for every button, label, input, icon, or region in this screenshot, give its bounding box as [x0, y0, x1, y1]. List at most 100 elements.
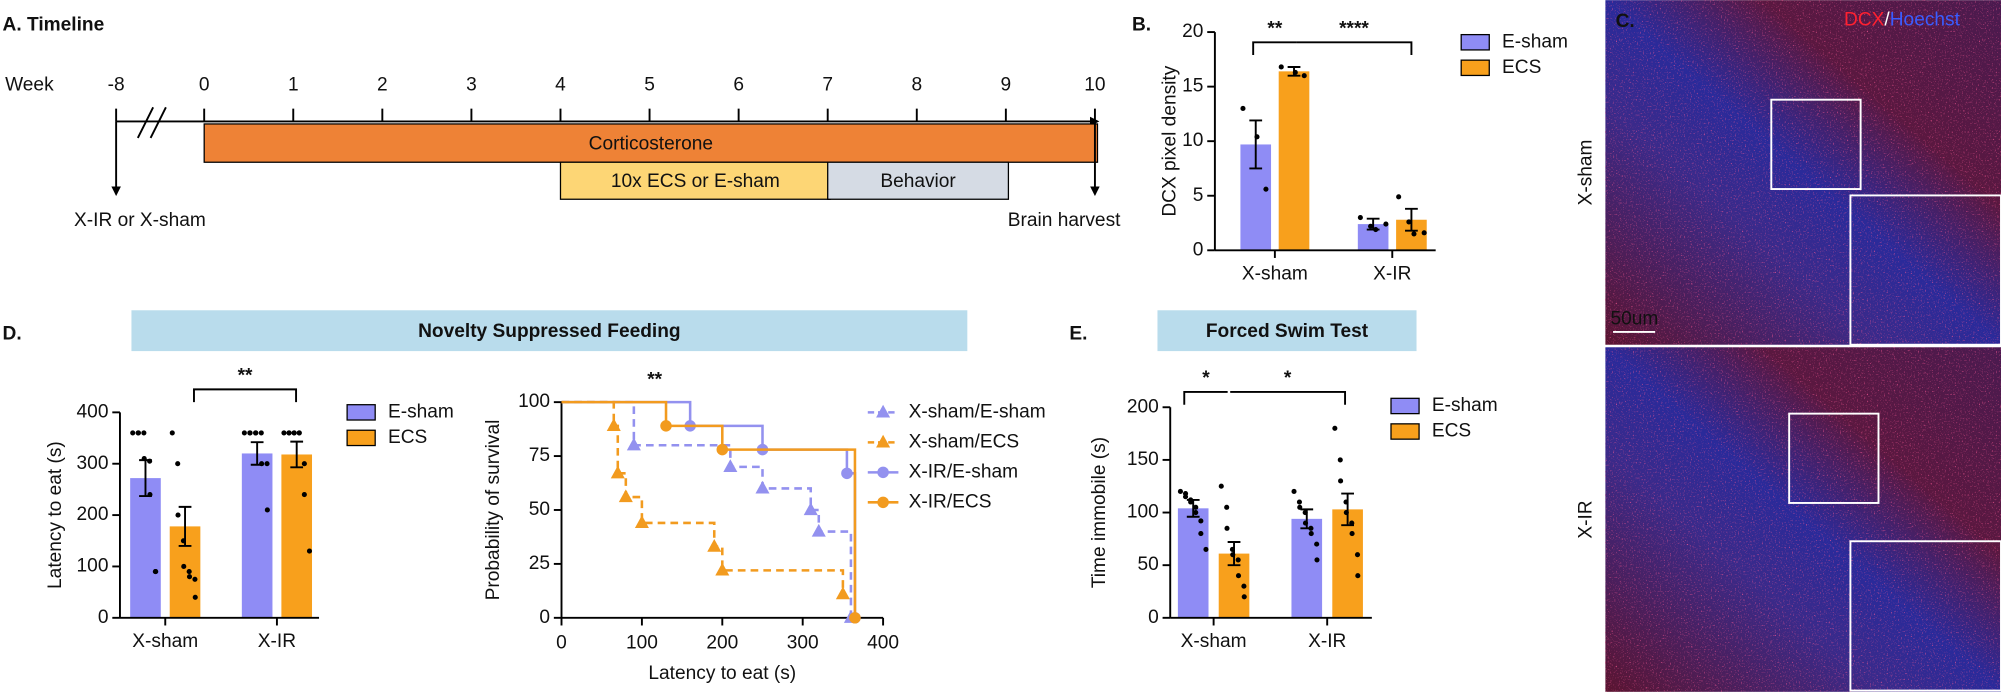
data-point	[1224, 525, 1230, 531]
data-point	[1278, 64, 1284, 70]
survival-marker	[811, 523, 826, 537]
data-point	[247, 430, 253, 436]
panel-label: D.	[3, 324, 22, 345]
data-point	[175, 461, 181, 467]
roi-box	[1788, 412, 1880, 504]
survival-marker	[716, 443, 729, 456]
data-point	[1296, 499, 1302, 505]
data-point	[259, 461, 265, 467]
survival-marker	[803, 502, 818, 516]
data-point	[1235, 557, 1241, 563]
stain-name: /	[1884, 10, 1890, 31]
data-point	[1241, 583, 1247, 589]
y-tick-label: 0	[98, 607, 109, 628]
data-point	[169, 430, 175, 436]
survival-marker	[626, 437, 641, 451]
data-point	[1193, 504, 1199, 510]
legend-label: E-sham	[1432, 395, 1498, 416]
data-point	[1235, 573, 1242, 579]
data-point	[192, 576, 198, 582]
y-axis-label: Probability of survival	[483, 420, 504, 601]
data-point	[141, 456, 147, 462]
condition-label: X-sham	[1575, 139, 1596, 205]
data-point	[175, 512, 181, 518]
panel-label: E.	[1069, 324, 1087, 345]
data-point	[1188, 499, 1194, 505]
data-point	[192, 594, 198, 600]
stain-legend: DCX/Hoechst	[1844, 10, 1961, 31]
data-point	[1314, 541, 1320, 547]
data-point	[241, 430, 247, 436]
legend-swatch	[1460, 59, 1490, 77]
data-point	[1291, 488, 1297, 495]
legend-label: X-IR/ECS	[909, 491, 992, 512]
period-bar	[559, 161, 831, 200]
data-point	[253, 430, 259, 436]
section-header	[131, 310, 968, 352]
period-label: 10x ECS or E-sham	[611, 171, 780, 192]
data-point	[286, 430, 292, 436]
legend-label: X-sham/E-sham	[909, 401, 1046, 422]
event-label: Brain harvest	[1008, 210, 1121, 231]
survival-marker	[610, 465, 625, 479]
week-label: 9	[1001, 75, 1012, 96]
significance-bracket	[1183, 390, 1228, 405]
data-point	[1332, 425, 1338, 431]
panel-title: A. Timeline	[3, 15, 105, 36]
micrograph-noise	[1605, 0, 2001, 345]
x-tick-label: 0	[556, 632, 567, 653]
data-point	[1230, 552, 1236, 558]
data-point	[1406, 219, 1412, 225]
data-point	[264, 507, 270, 513]
condition-label: X-IR	[1575, 500, 1596, 538]
y-tick-label: 50	[529, 499, 550, 520]
section-header	[1157, 310, 1417, 352]
data-point	[1302, 509, 1308, 516]
data-point	[1254, 134, 1260, 140]
data-point	[1203, 546, 1209, 552]
data-point	[1308, 531, 1314, 537]
significance-bracket	[1230, 390, 1347, 405]
y-tick-label: 200	[1127, 396, 1159, 417]
panel-label: C.	[1616, 11, 1635, 32]
legend-label: E-sham	[388, 401, 454, 422]
week-label: 8	[911, 75, 922, 96]
week-label: 0	[199, 75, 210, 96]
data-point	[301, 461, 307, 467]
y-tick-label: 400	[77, 401, 109, 422]
data-point	[1229, 546, 1235, 552]
y-axis-label: Latency to eat (s)	[45, 441, 66, 589]
x-axis-label: Latency to eat (s)	[648, 663, 796, 684]
significance-bracket	[1296, 41, 1413, 56]
inset	[1849, 540, 2001, 692]
y-tick-label: 25	[529, 553, 550, 574]
panel-label: B.	[1132, 15, 1151, 36]
week-label: 3	[466, 75, 477, 96]
inset	[1849, 194, 2001, 346]
data-point	[264, 461, 270, 467]
data-point	[1421, 230, 1427, 236]
data-point	[147, 491, 153, 498]
y-tick-label: 0	[1193, 239, 1204, 260]
bar	[1278, 71, 1310, 251]
data-point	[1396, 194, 1402, 200]
legend-label: X-sham/ECS	[909, 431, 1020, 452]
data-point	[1338, 478, 1344, 484]
y-tick-label: 100	[1127, 502, 1159, 523]
legend-swatch	[1390, 423, 1420, 440]
data-point	[1302, 520, 1309, 526]
y-tick-label: 0	[539, 607, 550, 628]
error-bar	[1249, 119, 1263, 170]
week-label: 7	[822, 75, 833, 96]
survival-marker	[618, 489, 633, 503]
week-label: 4	[555, 75, 566, 96]
data-point	[258, 430, 264, 436]
event-label: X-IR or X-sham	[74, 210, 206, 231]
data-point	[1355, 573, 1361, 579]
period-label: Corticosterone	[589, 133, 713, 154]
survival-marker	[723, 459, 738, 472]
data-point	[135, 430, 142, 436]
legend-marker	[877, 466, 889, 479]
x-tick-label: X-sham	[1181, 631, 1247, 652]
